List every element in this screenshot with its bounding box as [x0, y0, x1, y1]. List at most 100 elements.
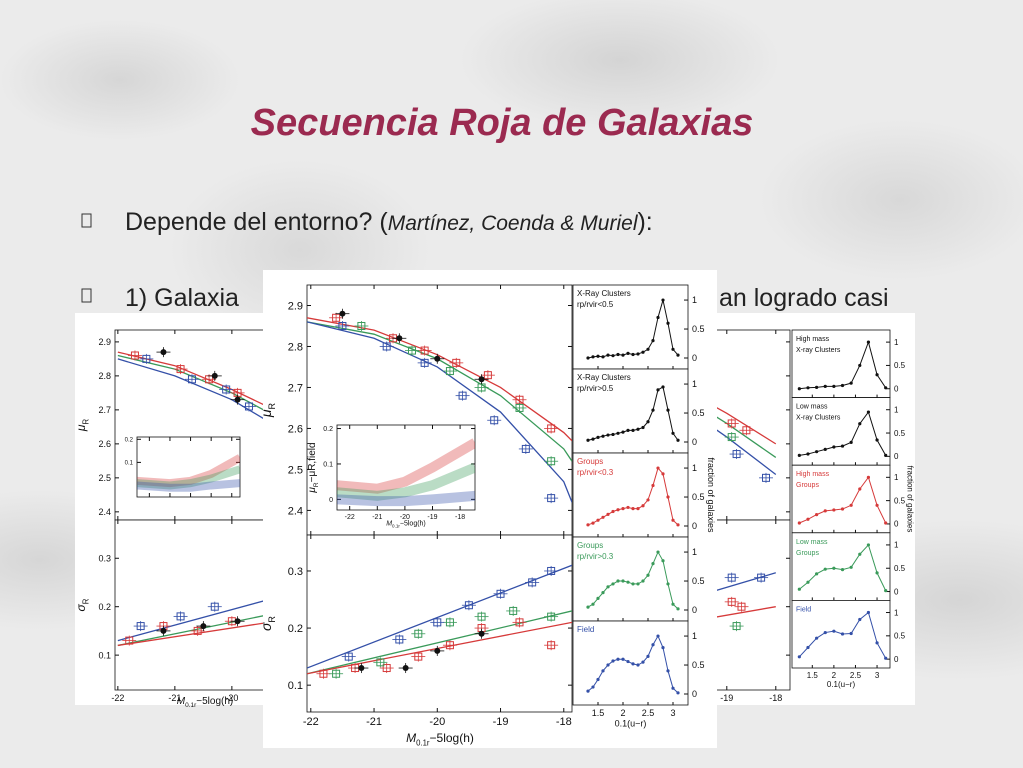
band: [337, 490, 475, 507]
distribution-point: [586, 356, 590, 360]
distribution-point: [671, 431, 675, 435]
panel-label: High mass: [796, 336, 830, 343]
data-point: [737, 602, 746, 611]
band: [337, 438, 475, 494]
data-point: [125, 636, 134, 645]
distribution-point: [832, 566, 836, 570]
distribution-point: [676, 607, 680, 611]
label-main: M: [386, 520, 392, 527]
distribution-point: [626, 580, 630, 584]
distribution-point: [849, 503, 853, 507]
distribution-point: [641, 350, 645, 354]
distribution-point: [586, 438, 590, 442]
distribution-point: [661, 385, 665, 389]
axis-label: M0.1r−5log(h): [386, 520, 426, 528]
data-point: [547, 641, 556, 650]
distribution-point: [875, 503, 879, 507]
data-point: [414, 652, 423, 661]
x-tick-label: -21: [366, 716, 382, 728]
data-point: [732, 622, 741, 631]
data-point: [130, 351, 139, 360]
distribution-point: [666, 582, 670, 586]
distribution-point: [823, 567, 827, 571]
plot-frame: [336, 424, 476, 511]
bullet-text: 1) Galaxia: [125, 284, 239, 312]
distribution-point: [591, 437, 595, 441]
data-point: [160, 627, 167, 634]
distribution-point: [858, 363, 862, 368]
data-point: [142, 354, 151, 363]
y-tick-label: 2.7: [288, 382, 303, 394]
data-point: [407, 346, 416, 355]
distribution-point: [641, 660, 645, 664]
distribution-point: [596, 518, 600, 522]
y-tick-label: 2.4: [288, 505, 303, 517]
label-main: M: [406, 731, 416, 745]
distribution-point: [815, 572, 819, 576]
distribution-point: [676, 353, 680, 357]
data-point: [742, 426, 751, 435]
distribution-point: [823, 509, 827, 513]
distribution-point: [646, 498, 650, 502]
x-tick-label: -18: [556, 716, 572, 728]
distribution-point: [601, 669, 605, 673]
distribution-point: [666, 495, 670, 499]
distribution-point: [875, 641, 879, 645]
y-tick-label: 0.1: [98, 650, 111, 660]
y-tick-label: 2.9: [98, 337, 111, 347]
y-tick-label: 0.2: [323, 426, 333, 433]
distribution-point: [651, 339, 655, 343]
y-tick-label: 1: [692, 379, 697, 389]
panel-label: X-Ray Clusters: [577, 289, 631, 298]
distribution-point: [651, 408, 655, 412]
data-point: [339, 310, 346, 317]
x-tick-label: -20: [400, 514, 410, 521]
y-tick-label: 0: [692, 689, 697, 699]
data-point: [234, 618, 241, 625]
distribution-point: [823, 384, 827, 389]
distribution-point: [611, 432, 615, 437]
distribution-point: [840, 383, 845, 388]
axis-label: μR−μR,field: [307, 442, 320, 493]
distribution-point: [832, 629, 836, 633]
y-tick-label: 0: [692, 353, 697, 363]
x-tick-label: -22: [345, 514, 355, 521]
data-point: [338, 321, 347, 330]
data-point: [344, 652, 353, 661]
data-point: [357, 321, 366, 330]
data-point: [396, 335, 403, 342]
distribution-point: [858, 422, 862, 426]
distribution-point: [631, 428, 635, 433]
distribution-point: [616, 657, 620, 661]
data-point: [509, 606, 518, 615]
distribution-point: [656, 550, 660, 554]
distribution-point: [884, 589, 888, 593]
distribution-point: [636, 352, 640, 356]
y-tick-label: 1: [894, 406, 899, 415]
distribution-point: [606, 663, 610, 667]
distribution-point: [849, 440, 853, 444]
y-tick-label: 0: [692, 605, 697, 615]
y-tick-label: 0: [692, 521, 697, 531]
axis-label: 0.1(u−r): [827, 680, 856, 689]
label-rest: −5log(h): [430, 731, 474, 745]
data-point: [434, 355, 441, 362]
distribution-point: [626, 351, 630, 355]
y-tick-label: 2.4: [98, 507, 111, 517]
label-sub: 0.1r: [416, 739, 430, 748]
distribution-point: [866, 475, 871, 479]
distribution-point: [646, 347, 650, 351]
distribution-point: [656, 388, 660, 392]
fit-curve: [307, 321, 572, 503]
axis-label: σR: [74, 598, 91, 611]
distribution-point: [661, 559, 665, 563]
data-point: [319, 669, 328, 678]
data-point: [547, 566, 556, 575]
y-tick-label: 1: [894, 541, 899, 550]
data-point: [187, 375, 196, 384]
distribution-point: [849, 631, 853, 636]
distribution-point: [849, 565, 853, 569]
data-point: [478, 630, 485, 637]
distribution-point: [797, 655, 801, 659]
distribution-point: [875, 571, 879, 575]
